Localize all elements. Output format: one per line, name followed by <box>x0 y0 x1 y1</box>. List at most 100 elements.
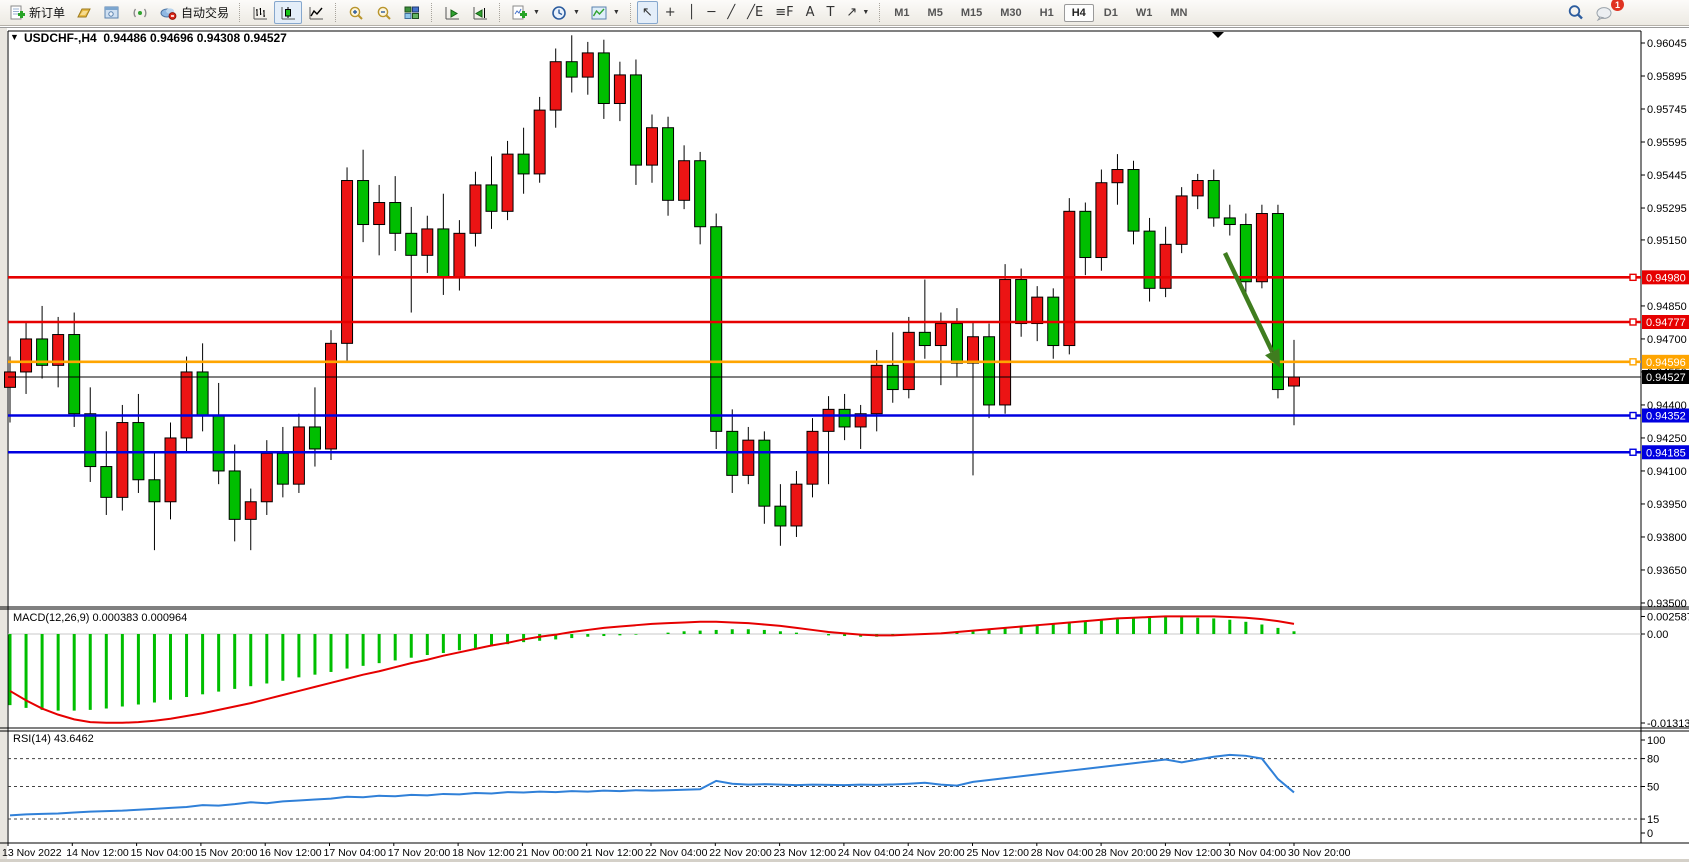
svg-text:0.95595: 0.95595 <box>1647 137 1687 149</box>
svg-text:15 Nov 04:00: 15 Nov 04:00 <box>131 847 194 859</box>
autotrading-icon <box>160 7 177 20</box>
chart-shift-button[interactable] <box>466 1 494 24</box>
navigator-button[interactable] <box>98 1 126 24</box>
svg-text:0.96045: 0.96045 <box>1647 38 1687 50</box>
cursor-tool-button[interactable]: ↖ <box>636 1 658 24</box>
autotrading-button[interactable]: 自动交易 <box>154 1 234 24</box>
toolbar-separator <box>499 3 501 22</box>
svg-text:0.94250: 0.94250 <box>1647 433 1687 445</box>
community-button[interactable] <box>126 1 154 24</box>
timeframe-m5-button[interactable]: M5 <box>927 6 943 19</box>
svg-text:0.94700: 0.94700 <box>1647 334 1687 346</box>
new-order-icon <box>10 5 25 19</box>
templates-caret: ▼ <box>612 9 620 16</box>
market-watch-icon <box>77 8 91 17</box>
rsi-indicator-label: RSI(14) 43.6462 <box>13 733 94 745</box>
toolbar-separator <box>879 3 881 22</box>
chart-candles-icon <box>281 6 296 19</box>
svg-text:21 Nov 00:00: 21 Nov 00:00 <box>516 847 579 859</box>
autotrading-label: 自动交易 <box>181 6 230 20</box>
zoom-out-icon <box>377 6 391 20</box>
zoom-in-icon <box>349 6 363 20</box>
fibonacci-tool-button[interactable]: ≡F <box>770 1 798 24</box>
svg-text:28 Nov 04:00: 28 Nov 04:00 <box>1031 847 1094 859</box>
svg-text:0.00: 0.00 <box>1647 629 1668 641</box>
down-arrow-object[interactable] <box>1222 252 1280 368</box>
chart-menu-triangle-icon[interactable]: ▼ <box>10 32 19 42</box>
chart-bars-button[interactable] <box>246 1 274 24</box>
vertical-line-tool-button[interactable]: │ <box>683 1 701 24</box>
periods-clock-icon <box>552 5 566 20</box>
macd-indicator-label: MACD(12,26,9) 0.000383 0.000964 <box>13 612 188 624</box>
horizontal-line-tool-icon: ─ <box>707 5 716 20</box>
timeframes-group: M1 M5 M15 M30 H1 H4 D1 W1 MN <box>886 3 1195 22</box>
svg-text:24 Nov 04:00: 24 Nov 04:00 <box>838 847 901 859</box>
svg-text:14 Nov 12:00: 14 Nov 12:00 <box>66 847 129 859</box>
tile-windows-button[interactable] <box>398 1 426 24</box>
timeframe-h4-button[interactable]: H4 <box>1063 3 1094 22</box>
zoom-out-button[interactable] <box>370 1 398 24</box>
timeframe-w1-button[interactable]: W1 <box>1135 6 1153 19</box>
periods-button[interactable]: ▼ <box>545 1 585 24</box>
svg-text:13 Nov 2022: 13 Nov 2022 <box>2 847 62 859</box>
svg-text:0.93800: 0.93800 <box>1647 532 1687 544</box>
svg-text:0.95895: 0.95895 <box>1647 71 1687 83</box>
text-tool-button[interactable]: A <box>801 1 820 24</box>
new-chart-icon <box>512 5 528 19</box>
arrows-tool-button[interactable]: ↗ ▼ <box>846 5 870 20</box>
equidistant-channel-tool-icon: ╱E <box>747 5 764 20</box>
svg-text:0.93950: 0.93950 <box>1647 499 1687 511</box>
svg-text:25 Nov 12:00: 25 Nov 12:00 <box>967 847 1030 859</box>
svg-text:30 Nov 20:00: 30 Nov 20:00 <box>1288 847 1351 859</box>
timeframe-m30-button[interactable]: M30 <box>1000 6 1022 19</box>
timeframe-h1-button[interactable]: H1 <box>1039 6 1054 19</box>
timeframe-m15-button[interactable]: M15 <box>960 6 983 19</box>
svg-text:17 Nov 20:00: 17 Nov 20:00 <box>388 847 451 859</box>
crosshair-tool-icon: + <box>664 5 676 20</box>
label-tool-button[interactable]: T <box>821 1 839 24</box>
crosshair-tool-button[interactable]: + <box>660 1 681 24</box>
svg-text:23 Nov 12:00: 23 Nov 12:00 <box>774 847 837 859</box>
trendline-tool-button[interactable]: ╱ <box>722 1 740 24</box>
chart-candles-button[interactable] <box>274 1 303 24</box>
search-button[interactable] <box>1562 1 1590 24</box>
svg-text:15 Nov 20:00: 15 Nov 20:00 <box>195 847 258 859</box>
svg-text:15: 15 <box>1647 814 1659 826</box>
svg-text:29 Nov 12:00: 29 Nov 12:00 <box>1159 847 1222 859</box>
timeframe-mn-button[interactable]: MN <box>1170 6 1188 19</box>
templates-icon <box>591 6 607 19</box>
text-tool-icon: A <box>805 5 815 20</box>
svg-text:0.002587: 0.002587 <box>1647 611 1689 623</box>
timeframe-m1-button[interactable]: M1 <box>894 6 910 19</box>
new-order-button[interactable]: 新订单 <box>4 1 70 24</box>
templates-button[interactable]: ▼ <box>585 1 625 24</box>
svg-text:0.94777: 0.94777 <box>1646 317 1686 329</box>
zoom-in-button[interactable] <box>342 1 370 24</box>
svg-text:0.95445: 0.95445 <box>1647 170 1687 182</box>
svg-text:0.95150: 0.95150 <box>1647 235 1687 247</box>
macd-pane: 0.002587 0.00 -0.013133 <box>8 611 1689 730</box>
chart-line-button[interactable] <box>302 1 330 24</box>
equidistant-channel-tool-button[interactable]: ╱E <box>742 1 768 24</box>
market-watch-button[interactable] <box>70 1 98 24</box>
rsi-pane: 100 80 50 15 0 <box>8 735 1665 840</box>
svg-text:17 Nov 04:00: 17 Nov 04:00 <box>324 847 387 859</box>
svg-text:22 Nov 04:00: 22 Nov 04:00 <box>645 847 708 859</box>
auto-scroll-button[interactable] <box>438 1 466 24</box>
vertical-line-tool-icon: │ <box>687 5 696 20</box>
alerts-count-badge: 1 <box>1611 0 1624 11</box>
price-axis[interactable]: 0.96045 0.95895 0.95745 0.95595 0.95445 0.952… <box>1641 38 1689 610</box>
svg-text:0.94527: 0.94527 <box>1646 372 1686 384</box>
trendline-tool-icon: ╱ <box>727 5 736 20</box>
new-chart-button[interactable]: ▼ <box>506 1 545 24</box>
svg-text:0.94100: 0.94100 <box>1647 466 1687 478</box>
periods-caret: ▼ <box>572 9 580 16</box>
horizontal-line-tool-button[interactable]: ─ <box>702 1 720 24</box>
timeframe-d1-button[interactable]: D1 <box>1103 6 1118 19</box>
chart-line-icon <box>309 6 324 19</box>
chart-canvas[interactable]: 0.96045 0.95895 0.95745 0.95595 0.95445 0.952… <box>0 27 1689 862</box>
time-axis[interactable]: 13 Nov 2022 14 Nov 12:00 15 Nov 04:00 15 No… <box>0 843 1689 862</box>
alerts-button[interactable]: 1 <box>1590 0 1624 24</box>
horizontal-line-objects[interactable] <box>8 273 1641 456</box>
